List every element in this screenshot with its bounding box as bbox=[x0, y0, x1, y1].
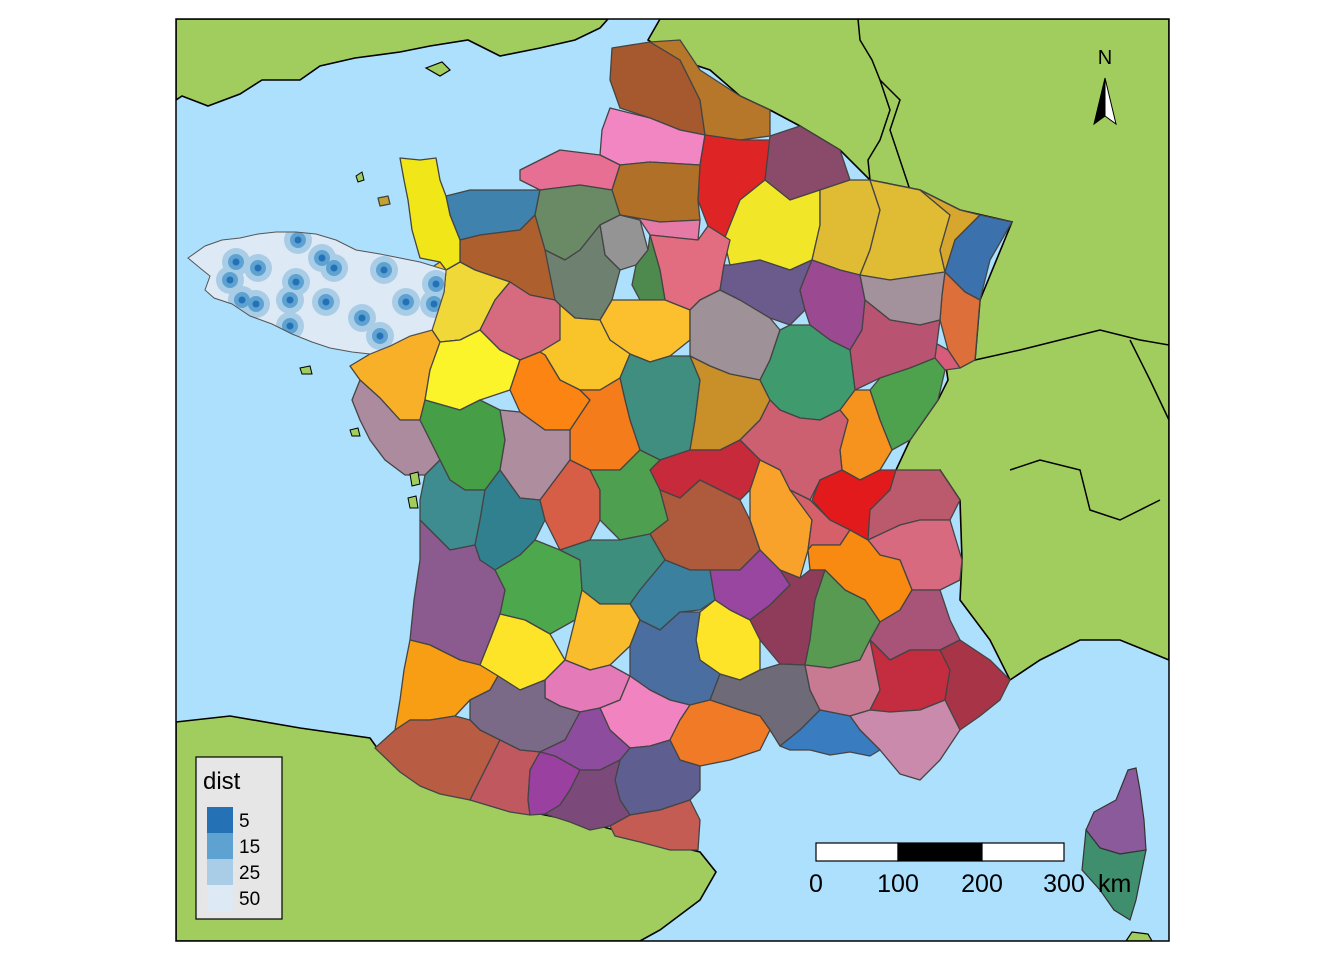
isoband-circle bbox=[318, 254, 326, 262]
legend-title: dist bbox=[203, 768, 241, 795]
brittany-outline bbox=[187, 231, 447, 355]
isoband-circle bbox=[254, 264, 262, 272]
legend-swatch bbox=[207, 885, 233, 911]
isoband-circle bbox=[380, 266, 388, 274]
isoband-circle bbox=[286, 322, 294, 330]
isoband-circle bbox=[358, 314, 366, 322]
isoband-circle bbox=[252, 300, 260, 308]
isoband-circle bbox=[238, 296, 246, 304]
isoband-circle bbox=[292, 278, 300, 286]
scale-unit: km bbox=[1098, 870, 1131, 898]
scale-tick-300: 300 bbox=[1043, 870, 1085, 898]
legend-swatch bbox=[207, 833, 233, 859]
legend-label: 25 bbox=[239, 863, 260, 884]
legend-label: 15 bbox=[239, 837, 260, 858]
isoband-circle bbox=[294, 236, 302, 244]
isoband-circle bbox=[226, 276, 234, 284]
scale-tick-100: 100 bbox=[877, 870, 919, 898]
isoband-circle bbox=[432, 280, 440, 288]
land-europe-east bbox=[646, 19, 1169, 682]
land-sardinia bbox=[1125, 931, 1153, 941]
isoband-circle bbox=[232, 258, 240, 266]
legend-label: 5 bbox=[239, 811, 250, 832]
north-label: N bbox=[1098, 47, 1112, 69]
land-isle-wight bbox=[424, 61, 451, 77]
isoband-circle bbox=[402, 298, 410, 306]
corsica bbox=[1081, 767, 1147, 921]
legend-label: 50 bbox=[239, 889, 260, 910]
isoband-circle bbox=[322, 298, 330, 306]
legend-swatch bbox=[207, 859, 233, 885]
islands bbox=[299, 171, 421, 509]
legend: dist 5 15 25 50 bbox=[195, 756, 283, 920]
isoband-circle bbox=[330, 264, 338, 272]
isoband-circle bbox=[286, 296, 294, 304]
north-arrow: N bbox=[1093, 47, 1117, 126]
france-departments bbox=[349, 39, 1013, 851]
scale-bar: 0 100 200 300 km bbox=[809, 842, 1131, 898]
map-frame bbox=[175, 18, 1170, 942]
isoband-circle bbox=[376, 332, 384, 340]
legend-swatch bbox=[207, 807, 233, 833]
country-borders bbox=[857, 19, 1169, 521]
land-england bbox=[176, 19, 610, 107]
isoband-circle bbox=[430, 300, 438, 308]
scale-tick-200: 200 bbox=[961, 870, 1003, 898]
scale-tick-0: 0 bbox=[809, 870, 823, 898]
